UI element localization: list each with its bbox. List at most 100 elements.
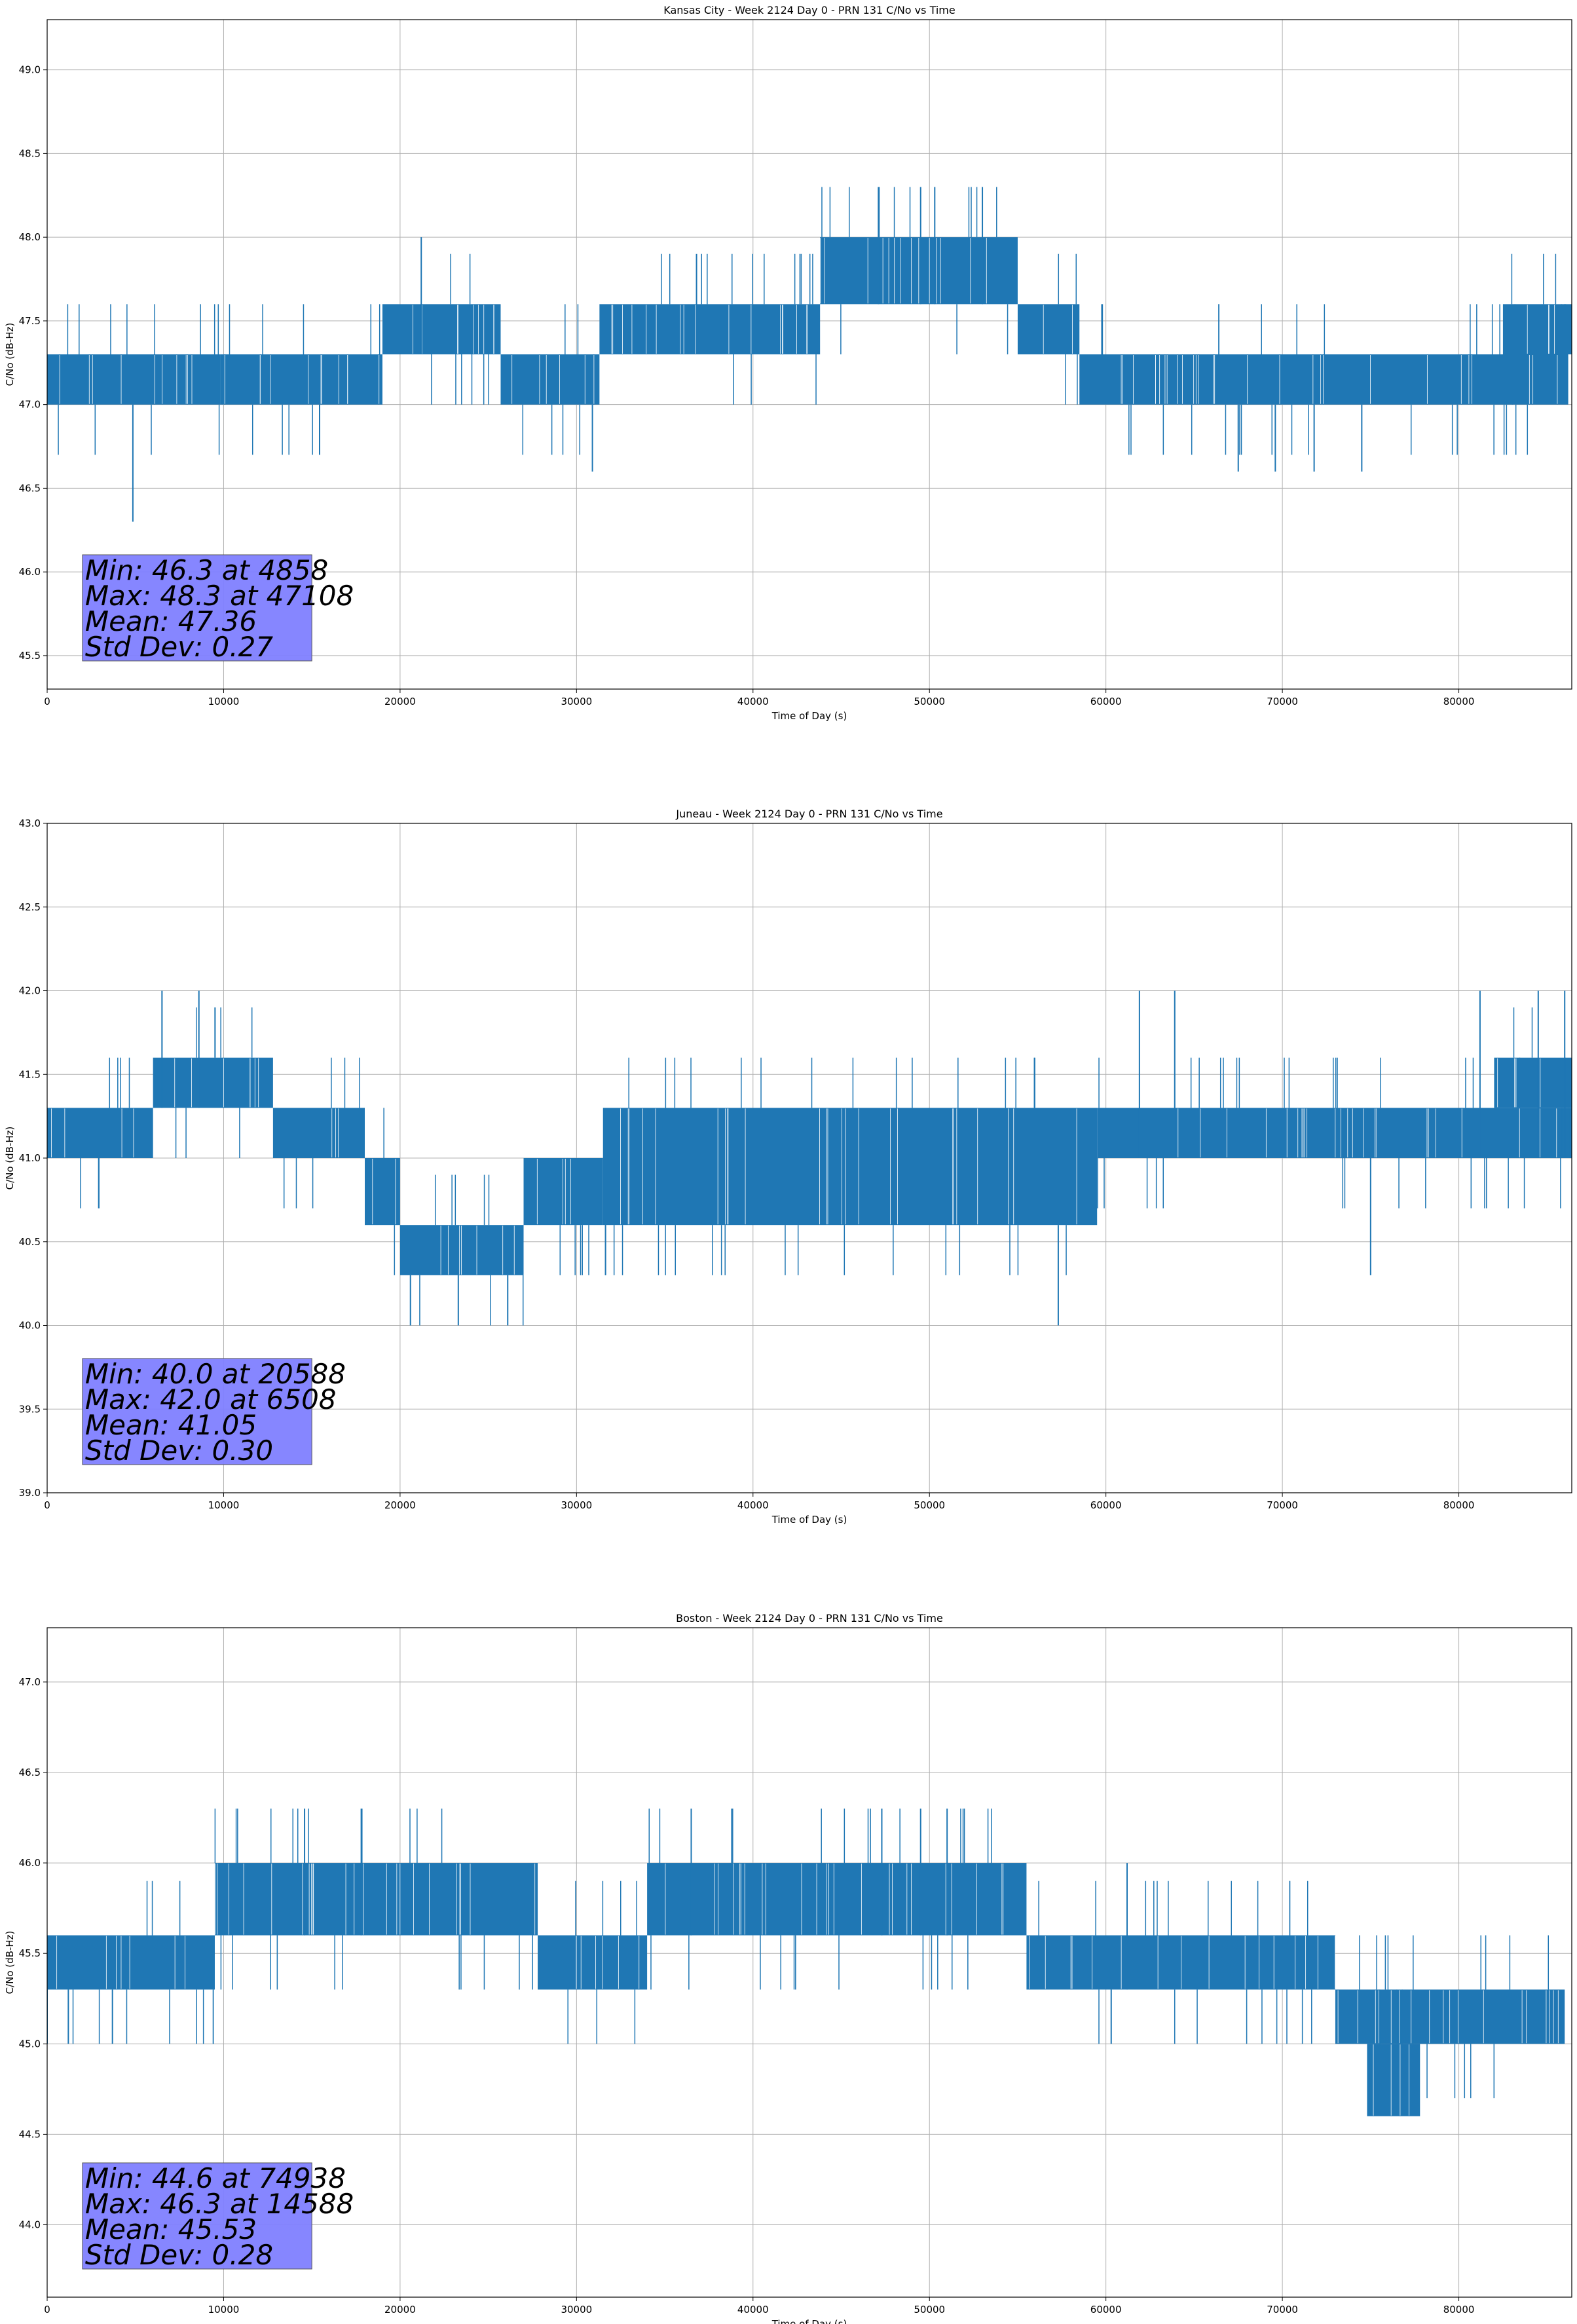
data-band — [538, 1935, 648, 1990]
y-tick-label: 48.0 — [19, 231, 41, 243]
x-tick-label: 40000 — [737, 2304, 769, 2315]
series-line — [47, 990, 1572, 1326]
chart-title: Juneau - Week 2124 Day 0 - PRN 131 C/No … — [675, 808, 942, 820]
data-band — [1494, 1057, 1572, 1108]
y-axis-label: C/No (dB-Hz) — [4, 323, 16, 386]
x-tick-label: 80000 — [1443, 2304, 1475, 2315]
y-tick-label: 42.0 — [19, 985, 41, 997]
data-band — [500, 354, 600, 405]
x-tick-label: 40000 — [737, 696, 769, 707]
data-band — [153, 1057, 273, 1108]
y-tick-label: 46.0 — [19, 566, 41, 578]
data-band — [47, 1108, 153, 1158]
y-tick-label: 43.0 — [19, 817, 41, 829]
stats-box — [82, 554, 312, 662]
y-tick-label: 49.0 — [19, 64, 41, 76]
y-tick-label: 45.5 — [19, 650, 41, 662]
x-tick-label: 60000 — [1090, 2304, 1122, 2315]
y-tick-label: 45.5 — [19, 1947, 41, 1959]
data-band — [47, 354, 221, 405]
series-line — [47, 187, 1572, 522]
data-band — [214, 1863, 538, 1936]
data-band — [47, 1935, 215, 1990]
x-tick-label: 70000 — [1267, 1499, 1298, 1511]
data-band — [1079, 354, 1568, 405]
y-tick-label: 44.5 — [19, 2128, 41, 2140]
y-tick-label: 41.5 — [19, 1068, 41, 1080]
stats-line: Max: 48.3 at 47108 — [85, 580, 354, 612]
x-tick-label: 10000 — [208, 2304, 240, 2315]
y-tick-label: 47.5 — [19, 315, 41, 327]
y-tick-label: 41.0 — [19, 1152, 41, 1164]
data-band — [382, 304, 501, 354]
x-tick-label: 20000 — [384, 1499, 416, 1511]
y-tick-label: 42.5 — [19, 901, 41, 913]
stats-line: Max: 46.3 at 14588 — [85, 2188, 354, 2220]
stats-line: Std Dev: 0.30 — [85, 1434, 273, 1467]
x-tick-label: 60000 — [1090, 696, 1122, 707]
data-band — [603, 1108, 1098, 1226]
data-band — [220, 354, 382, 405]
x-tick-label: 80000 — [1443, 1499, 1475, 1511]
stats-line: Std Dev: 0.28 — [85, 2239, 273, 2271]
x-tick-label: 70000 — [1267, 696, 1298, 707]
y-tick-label: 47.0 — [19, 399, 41, 411]
y-tick-label: 46.5 — [19, 1767, 41, 1778]
x-tick-label: 10000 — [208, 696, 240, 707]
stats-line: Min: 44.6 at 74938 — [85, 2162, 346, 2194]
data-band — [647, 1863, 1027, 1936]
stats-line: Mean: 41.05 — [85, 1409, 257, 1441]
data-band — [599, 304, 821, 354]
stats-line: Mean: 47.36 — [85, 605, 257, 637]
stats-line: Std Dev: 0.27 — [85, 631, 273, 663]
data-band — [523, 1158, 603, 1226]
stats-box — [82, 2162, 312, 2270]
y-tick-label: 45.0 — [19, 2038, 41, 2050]
y-tick-label: 46.5 — [19, 482, 41, 494]
x-tick-label: 20000 — [384, 2304, 416, 2315]
stats-box — [82, 1358, 312, 1465]
data-band — [1335, 1989, 1565, 2044]
x-axis-label: Time of Day (s) — [771, 2318, 847, 2324]
y-axis-label: C/No (dB-Hz) — [4, 1931, 16, 1995]
chart-title: Kansas City - Week 2124 Day 0 - PRN 131 … — [663, 4, 955, 16]
data-band — [272, 1108, 365, 1158]
x-tick-label: 30000 — [561, 1499, 592, 1511]
chart-panel: 0 10000 20000 30000 40000 50000 60000 70000 8000… — [4, 1612, 1572, 2324]
x-tick-label: 20000 — [384, 696, 416, 707]
y-tick-label: 40.0 — [19, 1320, 41, 1332]
y-axis-label: C/No (dB-Hz) — [4, 1127, 16, 1190]
x-tick-label: 50000 — [914, 2304, 945, 2315]
x-tick-label: 60000 — [1090, 1499, 1122, 1511]
x-tick-label: 30000 — [561, 696, 592, 707]
x-tick-label: 0 — [44, 1499, 50, 1511]
series-line — [47, 1809, 1565, 2116]
x-tick-label: 50000 — [914, 1499, 945, 1511]
chart-title: Boston - Week 2124 Day 0 - PRN 131 C/No … — [676, 1612, 943, 1624]
x-axis-label: Time of Day (s) — [771, 1514, 847, 1526]
y-tick-label: 48.5 — [19, 147, 41, 159]
data-band — [1097, 1108, 1572, 1158]
y-tick-label: 46.0 — [19, 1857, 41, 1869]
x-tick-label: 30000 — [561, 2304, 592, 2315]
data-band — [365, 1158, 400, 1226]
chart-panel: 0 10000 20000 30000 40000 50000 60000 70000 8000… — [4, 808, 1572, 1526]
stats-line: Min: 40.0 at 20588 — [85, 1358, 346, 1390]
x-tick-label: 50000 — [914, 696, 945, 707]
chart-panel: 0 10000 20000 30000 40000 50000 60000 70000 8000… — [4, 4, 1572, 722]
stats-line: Max: 42.0 at 6508 — [85, 1383, 337, 1415]
y-tick-label: 39.5 — [19, 1403, 41, 1415]
y-tick-label: 39.0 — [19, 1487, 41, 1499]
y-tick-label: 44.0 — [19, 2219, 41, 2231]
x-tick-label: 70000 — [1267, 2304, 1298, 2315]
axes-frame — [46, 1627, 1572, 2298]
data-band — [399, 1225, 524, 1275]
data-band — [1367, 2044, 1420, 2116]
axes-frame — [46, 19, 1572, 690]
x-tick-label: 0 — [44, 2304, 50, 2315]
x-tick-label: 80000 — [1443, 696, 1475, 707]
x-tick-label: 40000 — [737, 1499, 769, 1511]
data-band — [1017, 304, 1080, 354]
x-tick-label: 10000 — [208, 1499, 240, 1511]
